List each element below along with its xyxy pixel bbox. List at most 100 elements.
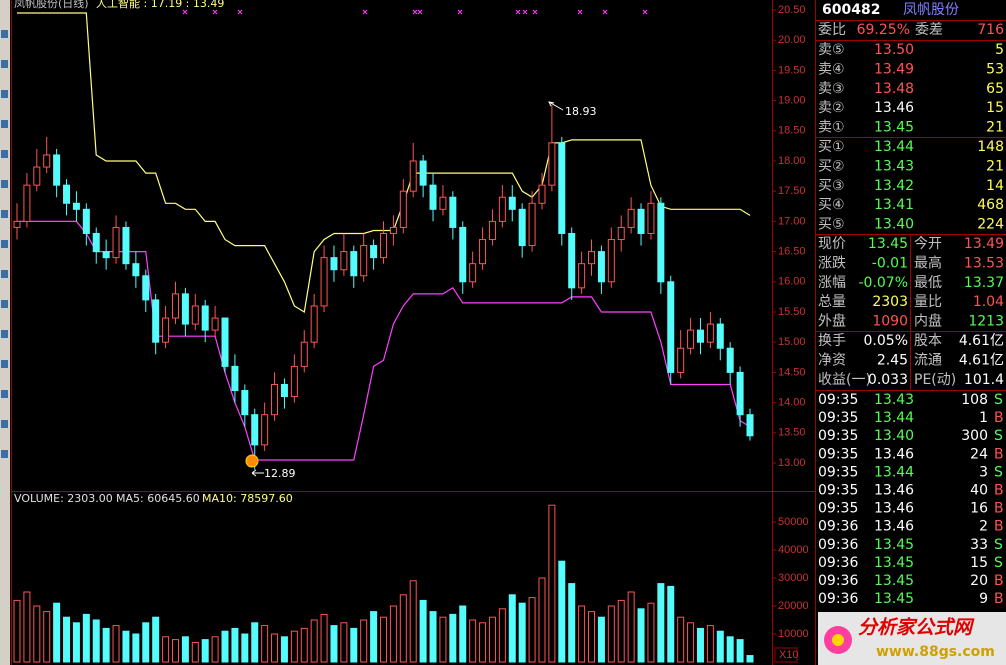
candle-body (439, 196, 447, 210)
candle-body (23, 184, 31, 222)
candle-body (607, 239, 615, 283)
trade-time: 09:35 (818, 446, 858, 462)
book-price: 13.42 (874, 178, 914, 194)
volume-bar (696, 627, 704, 663)
trade-volume: 108 (961, 392, 988, 408)
volume-bar (637, 608, 645, 663)
y-tick-label: 20.00 (778, 34, 806, 46)
trade-side: B (994, 591, 1004, 607)
stat-value: 13.45 (868, 236, 908, 252)
book-label: 买④ (818, 197, 845, 213)
candle-body (687, 329, 695, 349)
stat-label: 换手 (818, 332, 846, 349)
candle-body (13, 220, 21, 228)
volume-bar (142, 622, 150, 663)
volume-bar (231, 627, 239, 663)
volume-bar (488, 616, 496, 663)
volume-bar (469, 619, 477, 663)
candle-body (171, 293, 179, 319)
candle-body (419, 160, 427, 186)
candle-body (241, 390, 249, 416)
stat-value: 2.45 (877, 352, 908, 368)
volume-bar (677, 616, 685, 663)
volume-bar (597, 616, 605, 663)
trade-volume: 300 (961, 428, 988, 444)
candle-body (716, 323, 724, 349)
candle-body (231, 365, 239, 392)
stat-label: 流通 (914, 352, 942, 368)
volume-bar (162, 636, 170, 663)
volume-bar (627, 591, 635, 663)
stat-label: 今开 (914, 236, 942, 252)
watermark: 分析家公式网 www.88gs.com (818, 612, 1006, 665)
stat-value: 1090 (872, 314, 908, 330)
candle-body (459, 226, 467, 283)
book-price: 13.40 (874, 217, 914, 233)
volume-bar (271, 633, 279, 663)
candle-body (578, 263, 586, 289)
y-tick-label: 18.50 (778, 125, 806, 137)
trade-price: 13.43 (874, 392, 914, 408)
stat-value: 1.04 (973, 294, 1004, 310)
book-price: 13.46 (874, 100, 914, 116)
trade-side: S (994, 392, 1003, 408)
candle-body (320, 257, 328, 307)
volume-bar (459, 605, 467, 663)
stat-label: 股本 (914, 333, 942, 349)
stat-label: 净资 (818, 352, 846, 368)
trade-volume: 24 (970, 446, 988, 462)
candle-body (617, 226, 625, 241)
book-price: 13.50 (874, 42, 914, 58)
candle-body (706, 323, 714, 343)
volume-label: VOLUME: 2303.00 (14, 492, 113, 505)
candle-body (181, 293, 189, 325)
volume-bar (419, 599, 427, 663)
volume-bar (290, 630, 298, 663)
volume-bar (82, 613, 90, 663)
y-tick-label: 17.00 (778, 215, 806, 227)
trade-time: 09:36 (818, 555, 858, 571)
candle-body (746, 414, 754, 437)
book-label: 买③ (818, 178, 845, 194)
trade-volume: 1 (979, 410, 988, 426)
book-price: 13.43 (874, 158, 914, 174)
volume-bar (716, 630, 724, 663)
volume-bar (33, 605, 41, 663)
volume-bar (53, 602, 61, 663)
volume-bar (350, 627, 358, 663)
volume-bar (122, 630, 130, 663)
volume-bar (92, 619, 100, 663)
trade-side: S (994, 428, 1003, 444)
candle-body (102, 251, 110, 259)
chart-title: 凤帆股份(日线) (14, 0, 89, 10)
trade-volume: 40 (970, 483, 988, 499)
volume-bar (558, 560, 566, 663)
candle-body (508, 196, 516, 210)
lower-line (17, 220, 751, 461)
book-volume: 65 (986, 81, 1004, 97)
trade-volume: 9 (979, 591, 988, 607)
candle-body (271, 383, 279, 416)
book-volume: 148 (977, 139, 1004, 155)
volume-bar (548, 504, 556, 663)
candle-body (330, 257, 338, 271)
candle-body (280, 383, 288, 398)
stat-value: 0.033 (868, 372, 908, 388)
trade-time: 09:35 (818, 392, 858, 408)
y-tick-label: 16.00 (778, 276, 806, 288)
book-volume: 14 (986, 178, 1004, 194)
trade-price: 13.44 (874, 410, 914, 426)
candle-body (429, 184, 437, 210)
candle-body (300, 341, 308, 367)
indicator-title: 人工智能 : 17.19 : 13.49 (96, 0, 224, 10)
volume-bar (409, 580, 417, 663)
volume-bar (588, 611, 596, 663)
volume-bar (568, 583, 576, 663)
volume-bar (380, 616, 387, 663)
high-label: 18.93 (565, 105, 597, 118)
candle-body (399, 190, 407, 228)
low-label: 12.89 (264, 467, 296, 480)
candle-body (498, 196, 506, 222)
volume-bar (221, 630, 229, 663)
book-label: 卖③ (818, 81, 845, 97)
